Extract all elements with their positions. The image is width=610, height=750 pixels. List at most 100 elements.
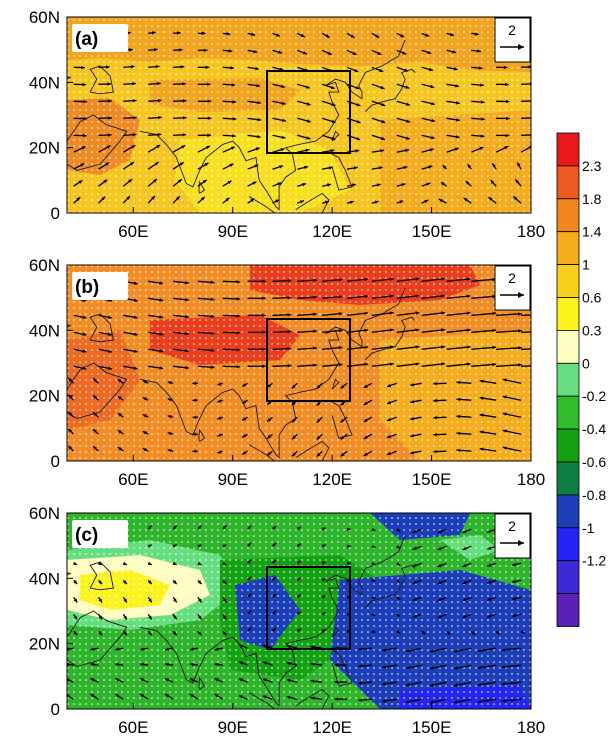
- panel-b-reference-vector: 2: [494, 265, 531, 311]
- wind-vector-head: [428, 67, 433, 72]
- colorbar-level-label: -0.4: [582, 421, 606, 437]
- wind-vector-head: [115, 662, 120, 667]
- coastline-segment: [198, 180, 206, 194]
- wind-vector-head: [178, 48, 183, 52]
- wind-vector-head: [254, 164, 259, 168]
- panel-a-frame: [66, 16, 532, 214]
- wind-vector-head: [501, 682, 506, 686]
- wind-vector-head: [262, 644, 267, 648]
- wind-vector-shaft: [396, 294, 420, 299]
- wind-vector-head: [389, 345, 394, 349]
- wind-vector-head: [377, 51, 382, 55]
- wind-vector-head: [133, 349, 138, 353]
- wind-vector-shaft: [471, 295, 497, 299]
- wind-vector-head: [256, 134, 261, 139]
- coastline-segment: [89, 313, 114, 343]
- wind-vector-head: [340, 452, 345, 457]
- wind-vector-head: [340, 435, 345, 440]
- coastline-segment: [198, 428, 206, 442]
- wind-vector-head: [441, 294, 445, 298]
- wind-vector-shaft: [67, 678, 74, 683]
- colorbar-level-label: 1.4: [582, 224, 602, 240]
- wind-vector-head: [471, 631, 475, 635]
- wind-vector-shaft: [521, 314, 531, 316]
- wind-vector-head: [502, 412, 507, 416]
- wind-vector-head: [512, 596, 516, 601]
- wind-vector-head: [492, 277, 497, 282]
- wind-vector-head: [477, 682, 482, 687]
- wind-vector-head: [108, 315, 112, 319]
- wind-vector-head: [117, 379, 122, 383]
- wind-vector-head: [544, 347, 548, 350]
- colorbar-swatch: [556, 593, 580, 627]
- panel-c-label: (c): [75, 525, 98, 546]
- wind-vector-head: [101, 196, 106, 201]
- wind-vector-head: [251, 32, 256, 36]
- wind-vector-head: [488, 197, 493, 201]
- lat-tick-label: 0: [51, 452, 60, 471]
- wind-vector-head: [189, 647, 194, 651]
- wind-vector-shaft: [371, 346, 394, 350]
- panel-a-axes: 0 20N 40N 60N 60E 90E 120E 150E 180: [29, 8, 545, 241]
- wind-vector-head: [172, 561, 177, 565]
- wind-vector-head: [487, 546, 492, 550]
- wind-vector-head: [481, 117, 485, 121]
- wind-vector-head: [148, 631, 152, 636]
- wind-vector-head: [371, 578, 376, 582]
- lat-tick-label: 0: [51, 204, 60, 223]
- wind-vector-head: [430, 683, 434, 687]
- wind-vector-head: [382, 665, 387, 669]
- wind-vector-head: [267, 401, 271, 405]
- wind-vector-head: [475, 32, 479, 36]
- wind-vector-head: [437, 530, 442, 534]
- wind-vector-head: [410, 400, 414, 404]
- wind-vector-head: [123, 615, 127, 620]
- coastline-segment: [298, 39, 406, 145]
- wind-vector-head: [389, 294, 394, 298]
- wind-vector-head: [404, 68, 408, 72]
- panel-b-stipple: [67, 265, 531, 461]
- wind-vector-head: [133, 281, 138, 285]
- wind-vector-head: [462, 529, 467, 534]
- wind-vector-head: [165, 694, 169, 698]
- wind-vector-head: [67, 647, 70, 651]
- wind-vector-head: [305, 148, 310, 153]
- wind-vector-head: [247, 559, 252, 564]
- wind-vector-head: [396, 630, 401, 634]
- wind-vector-head: [334, 697, 339, 701]
- colorbar-level-label: -1.2: [582, 553, 606, 569]
- wind-vector-head: [302, 182, 307, 187]
- wind-vector-head: [363, 452, 368, 456]
- wind-vector-head: [272, 560, 277, 564]
- wind-vector-head: [437, 614, 442, 619]
- lat-tick-label: 0: [51, 700, 60, 719]
- wind-vector-head: [73, 561, 78, 565]
- wind-vector-head: [82, 349, 87, 353]
- wind-vector-head: [108, 349, 112, 353]
- wind-vector-head: [412, 563, 417, 567]
- wind-vector-head: [396, 613, 401, 617]
- colorbar-level-label: 0.3: [582, 322, 602, 338]
- wind-vector-shaft: [371, 278, 394, 282]
- wind-vector-shaft: [521, 348, 531, 350]
- lat-tick-label: 40N: [29, 321, 60, 340]
- wind-vector-head: [142, 380, 147, 384]
- wind-vector-head: [126, 196, 130, 200]
- wind-vector-head: [347, 544, 351, 549]
- wind-vector-head: [156, 145, 161, 149]
- wind-vector-head: [430, 700, 434, 704]
- panel-c-ref-label: 2: [508, 518, 516, 534]
- wind-vector-head: [492, 163, 496, 168]
- wind-vector-head: [167, 415, 172, 419]
- wind-vector-head: [382, 648, 387, 652]
- coastline-segment: [67, 610, 128, 667]
- wind-vector-head: [518, 312, 522, 316]
- wind-vector-head: [513, 196, 518, 201]
- wind-vector-head: [256, 83, 261, 88]
- wind-vector-head: [356, 120, 361, 124]
- colorbar-swatch: [556, 165, 580, 200]
- wind-vector-head: [257, 100, 261, 105]
- wind-vector-head: [153, 179, 157, 183]
- wind-vector-head: [165, 647, 169, 651]
- wind-vector-head: [364, 277, 369, 282]
